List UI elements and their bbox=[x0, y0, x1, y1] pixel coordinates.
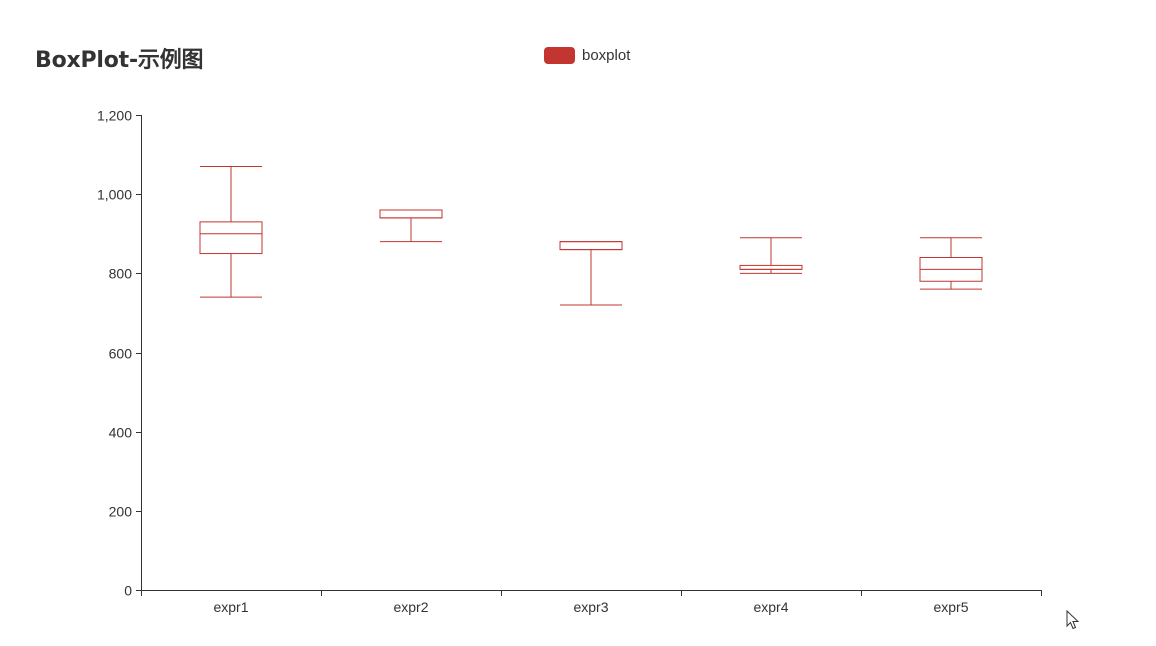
y-tick-label: 0 bbox=[124, 583, 132, 599]
iqr-box bbox=[199, 221, 263, 255]
x-tick-label: expr2 bbox=[393, 599, 428, 615]
legend-label-boxplot[interactable]: boxplot bbox=[582, 46, 631, 64]
boxes-group bbox=[199, 165, 983, 306]
y-tick-label: 1,000 bbox=[97, 187, 132, 203]
y-axis: 0 200 400 600 800 1,000 1,200 bbox=[97, 108, 142, 599]
y-tick-label: 400 bbox=[109, 425, 133, 441]
box-expr3 bbox=[559, 241, 623, 306]
x-tick-label: expr4 bbox=[753, 599, 788, 615]
iqr-box bbox=[379, 209, 443, 219]
legend-swatch-boxplot[interactable] bbox=[544, 46, 575, 64]
y-tick-label: 600 bbox=[109, 346, 133, 362]
y-tick-label: 1,200 bbox=[97, 108, 132, 124]
y-tick-label: 200 bbox=[109, 504, 133, 520]
box-expr5 bbox=[919, 237, 983, 290]
chart-title: BoxPlot-示例图 bbox=[35, 48, 204, 73]
legend[interactable]: boxplot bbox=[544, 46, 630, 64]
y-tick-label: 800 bbox=[109, 266, 133, 282]
x-axis: expr1 expr2 expr3 expr4 expr5 bbox=[141, 590, 1042, 615]
iqr-box bbox=[559, 241, 623, 251]
box-expr4 bbox=[739, 237, 803, 274]
mouse-pointer-icon bbox=[1066, 610, 1080, 630]
x-tick-label: expr5 bbox=[933, 599, 968, 615]
iqr-box bbox=[739, 264, 803, 270]
x-tick-label: expr3 bbox=[573, 599, 608, 615]
box-expr1 bbox=[199, 165, 263, 298]
x-tick-label: expr1 bbox=[213, 599, 248, 615]
box-expr2 bbox=[379, 209, 443, 243]
